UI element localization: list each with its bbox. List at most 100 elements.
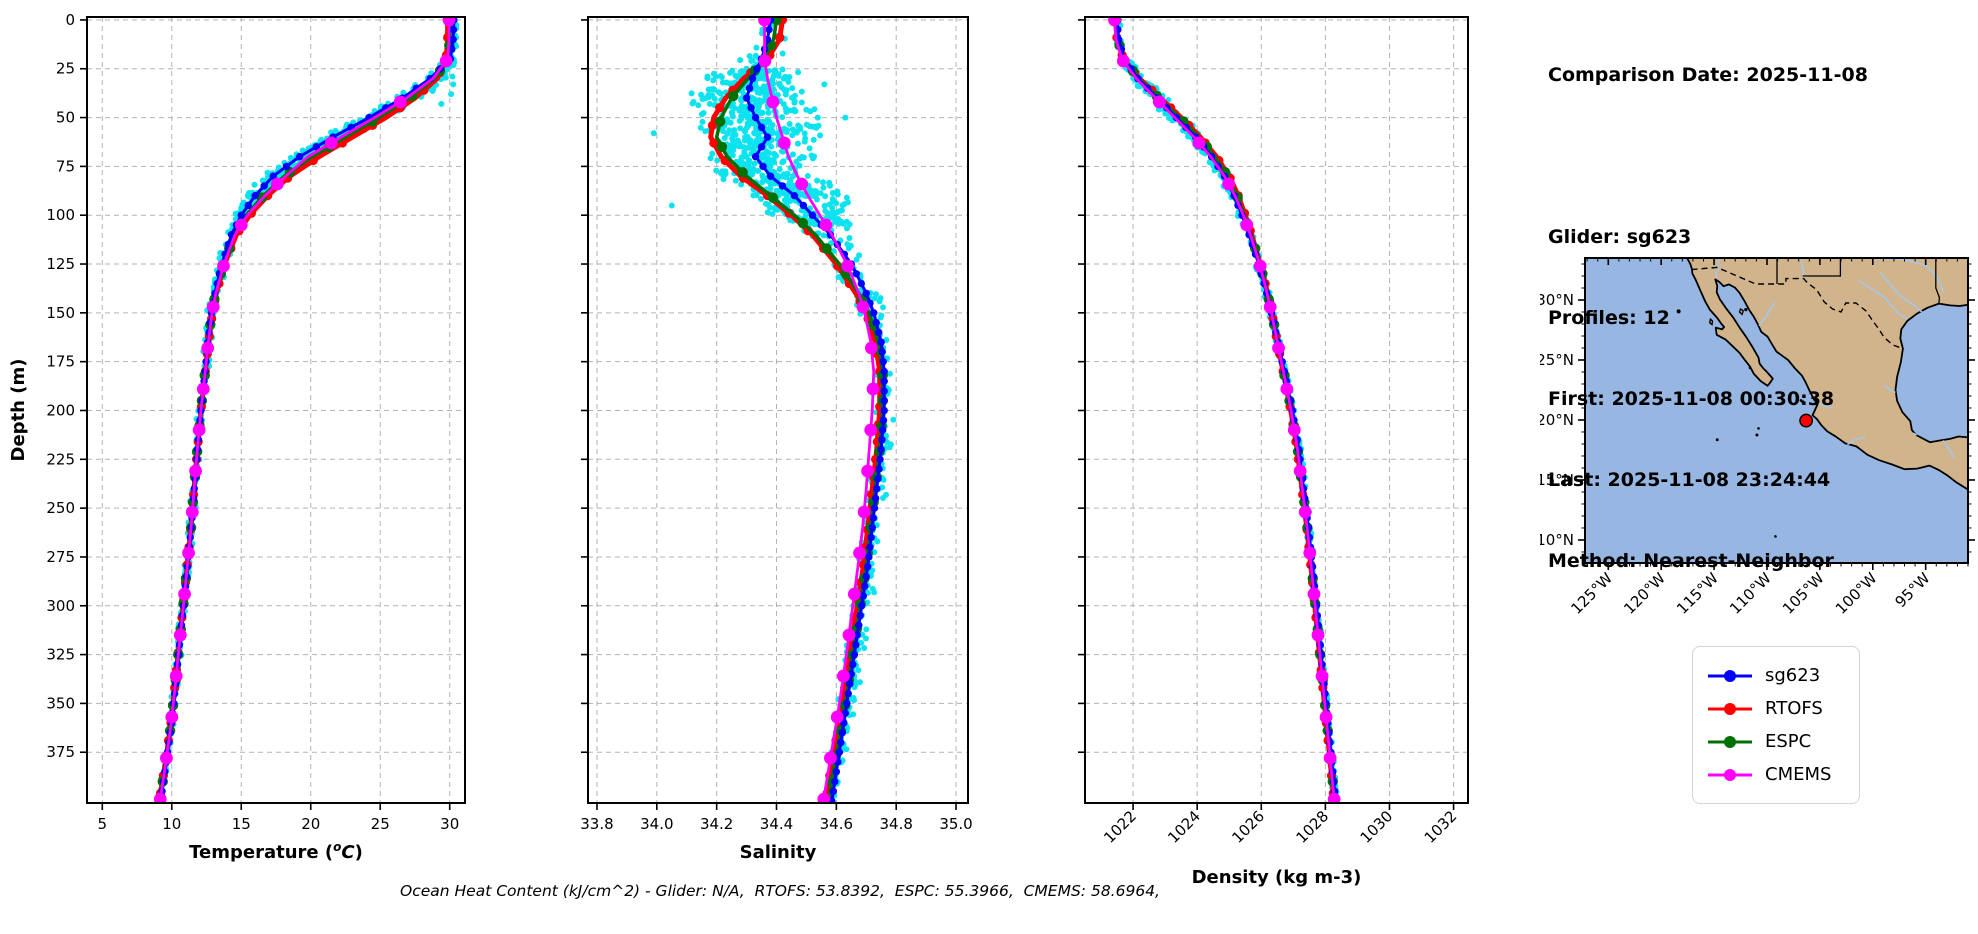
island-dot [1799, 399, 1803, 402]
series-rtofs [1110, 17, 1338, 802]
svg-text:325: 325 [46, 646, 75, 664]
y-axis-title: Depth (m) [8, 359, 29, 462]
river [1799, 258, 1805, 279]
svg-text:35.0: 35.0 [939, 815, 972, 833]
axis-ticks [581, 19, 957, 810]
svg-text:34.6: 34.6 [820, 815, 853, 833]
legend-line-marker-icon [1708, 702, 1752, 715]
series-cmems [1108, 17, 1341, 803]
svg-text:225: 225 [46, 450, 75, 468]
svg-text:1024: 1024 [1164, 807, 1204, 847]
x-axis-title: Salinity [740, 842, 817, 863]
svg-text:34.0: 34.0 [640, 815, 673, 833]
first-profile-time-text: First: 2025-11-08 00:30:38 [1548, 388, 1835, 410]
island-dot [1748, 366, 1752, 370]
svg-text:300: 300 [46, 597, 75, 615]
legend-label: CMEMS [1765, 764, 1832, 785]
svg-text:20: 20 [301, 815, 320, 833]
info-panel: Comparison Date: 2025-11-08 Glider: sg62… [1548, 8, 1978, 602]
legend-item-sg623: sg623 [1707, 659, 1845, 692]
island-dot [1715, 438, 1719, 442]
series-cmems [758, 17, 880, 803]
profiles-count-text: Profiles: 12 [1548, 307, 1670, 329]
svg-text:30: 30 [440, 815, 459, 833]
svg-text:20°N: 20°N [1540, 411, 1574, 429]
x-axis-title: Temperature (oC) [189, 840, 363, 863]
svg-text:33.8: 33.8 [580, 815, 613, 833]
river [1912, 432, 1918, 436]
river [1758, 301, 1776, 327]
svg-text:125: 125 [46, 255, 75, 273]
svg-text:15°N: 15°N [1540, 471, 1574, 489]
comparison-date-text: Comparison Date: 2025-11-08 [1548, 64, 1868, 86]
svg-text:30°N: 30°N [1540, 291, 1574, 309]
method-text: Method: Nearest-Neighbor [1548, 550, 1834, 572]
legend-item-rtofs: RTOFS [1707, 692, 1845, 725]
series-espc [1111, 17, 1338, 802]
svg-text:1032: 1032 [1421, 807, 1461, 847]
legend-line-marker-icon [1708, 669, 1752, 682]
svg-text:375: 375 [46, 743, 75, 761]
axis-tick-labels: 33.8 34.0 34.2 34.4 34.6 34.8 35.0 [580, 815, 972, 833]
ocean-heat-content-note: Ocean Heat Content (kJ/cm^2) - Glider: N… [400, 882, 1160, 900]
svg-text:200: 200 [46, 401, 75, 419]
island-dot [1757, 427, 1760, 430]
last-profile-time-text: Last: 2025-11-08 23:24:44 [1548, 469, 1831, 491]
density-profile-plot: 1022 1024 1026 1028 1030 1032 Density (kg m-3) [1078, 16, 1469, 888]
svg-text:10°N: 10°N [1540, 531, 1574, 549]
axis-ticks [1078, 19, 1455, 810]
svg-text:34.4: 34.4 [760, 815, 793, 833]
legend-item-espc: ESPC [1707, 725, 1845, 758]
island-dot [1774, 535, 1777, 538]
svg-text:34.2: 34.2 [700, 815, 733, 833]
svg-text:10: 10 [162, 815, 181, 833]
grid-lines [87, 17, 465, 803]
svg-text:5: 5 [98, 815, 108, 833]
svg-text:1030: 1030 [1357, 807, 1397, 847]
svg-text:75: 75 [56, 157, 75, 175]
land-area [1686, 258, 1968, 491]
svg-text:25°N: 25°N [1540, 351, 1574, 369]
legend-label: ESPC [1765, 731, 1812, 752]
map-ticks [1578, 258, 1975, 570]
map-frame [1584, 257, 1969, 564]
axis-ticks [80, 19, 451, 810]
state-border [1802, 258, 1842, 277]
river [1883, 384, 1896, 394]
river [1858, 280, 1908, 320]
island [1709, 317, 1714, 326]
svg-text:34.8: 34.8 [879, 815, 912, 833]
svg-text:175: 175 [46, 353, 75, 371]
axis-tick-labels: 1022 1024 1026 1028 1030 1032 [1100, 807, 1460, 847]
river [1879, 271, 1923, 313]
legend-label: sg623 [1765, 665, 1821, 686]
legend-item-cmems: CMEMS [1707, 758, 1845, 791]
state-border [1935, 258, 1941, 304]
river [1942, 439, 1955, 459]
axis-tick-labels: 5 10 15 20 25 3002550751001251501752002252502… [46, 11, 459, 833]
legend-line-marker-icon [1708, 768, 1752, 781]
svg-text:275: 275 [46, 548, 75, 566]
grid-lines [1085, 17, 1468, 803]
svg-text:15: 15 [232, 815, 251, 833]
series-cmems [153, 17, 456, 803]
river [1714, 258, 1720, 279]
svg-text:1026: 1026 [1228, 807, 1268, 847]
info-panel-spacer [1548, 143, 1978, 170]
island-dot [1744, 307, 1748, 312]
island [1738, 307, 1745, 316]
island-dot [1755, 433, 1759, 437]
svg-text:350: 350 [46, 694, 75, 712]
country-border [1691, 266, 1904, 350]
salinity-profile-plot: 33.8 34.0 34.2 34.4 34.6 34.8 35.0 Salinity [580, 16, 973, 863]
svg-text:25: 25 [371, 815, 390, 833]
svg-text:25: 25 [56, 60, 75, 78]
river [1815, 400, 1833, 409]
svg-text:50: 50 [56, 109, 75, 127]
river [1846, 436, 1866, 446]
svg-text:1028: 1028 [1292, 807, 1332, 847]
legend-line-marker-icon [1708, 735, 1752, 748]
legend-label: RTOFS [1765, 698, 1823, 719]
